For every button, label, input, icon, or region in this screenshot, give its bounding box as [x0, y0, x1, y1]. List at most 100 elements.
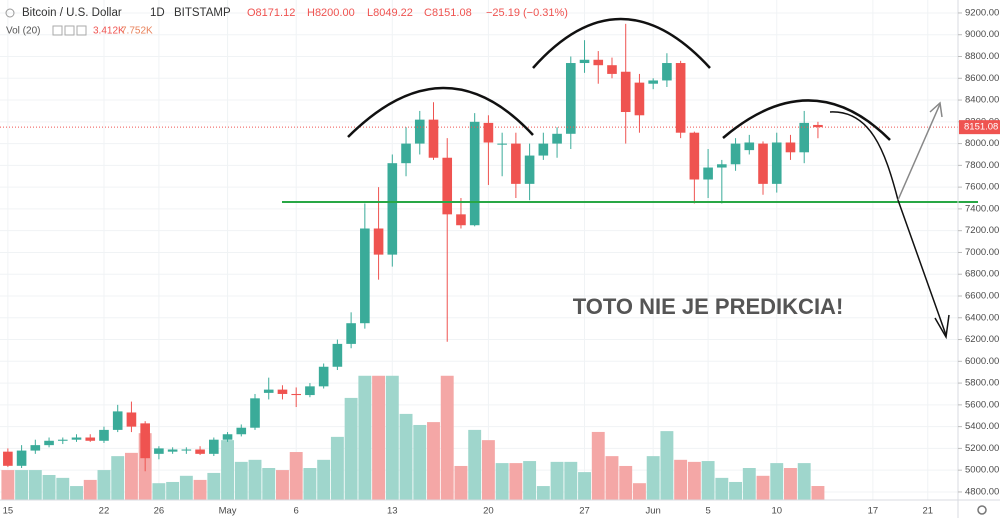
candle-body: [236, 427, 247, 435]
volume-bar: [784, 468, 797, 500]
settings-icon[interactable]: [977, 505, 987, 515]
y-tick-label: 7800.00: [965, 160, 999, 171]
exchange: BITSTAMP: [174, 7, 231, 19]
axes: 4800.00 5000.00 5200.00 5400.00 5600.00 5800.…: [3, 7, 1000, 517]
symbol: Bitcoin / U.S. Dollar: [22, 7, 122, 19]
volume-ma: 7.752K: [121, 26, 153, 37]
y-tick-label: 6000.00: [965, 356, 999, 367]
volume-bar: [234, 461, 248, 500]
ohlc-low: L8049.22: [367, 7, 413, 19]
volume-bar: [262, 468, 276, 500]
x-tick-label: May: [219, 506, 237, 517]
candle-body: [511, 143, 521, 184]
volume-bar: [591, 431, 605, 500]
volume-bar: [550, 461, 564, 500]
candle-body: [318, 366, 329, 387]
volume-last: 3.412K: [93, 26, 125, 37]
drawings: [347, 17, 891, 141]
candle-body: [648, 80, 658, 84]
volume-bar: [124, 452, 138, 500]
last-price-box: [959, 120, 1000, 135]
y-tick-label: 9200.00: [965, 7, 999, 18]
y-tick-label: 6200.00: [965, 334, 999, 345]
candle-body: [442, 157, 453, 215]
volume-bar: [193, 479, 207, 500]
volume-bar: [317, 459, 331, 500]
volume-bar: [97, 470, 111, 500]
volume-bar: [42, 474, 56, 500]
y-tick-label: 5800.00: [965, 378, 999, 389]
volume-bar: [221, 440, 234, 500]
volume-pane: [1, 375, 825, 500]
candle-body: [689, 132, 700, 180]
candle-body: [538, 143, 549, 156]
volume-bar: [83, 479, 97, 500]
volume-bar: [509, 463, 523, 500]
y-tick-label: 8400.00: [965, 95, 999, 106]
arrow: [897, 103, 941, 201]
volume-bar: [70, 486, 83, 500]
volume-title: Vol (20): [6, 26, 40, 37]
y-tick-label: 6800.00: [965, 269, 999, 280]
y-tick-label: 6600.00: [965, 291, 999, 302]
ohlc-close: C8151.08: [424, 7, 472, 19]
candle-body: [181, 449, 192, 451]
volume-bar: [166, 481, 180, 500]
arrow: [829, 111, 947, 336]
volume-bar: [632, 483, 646, 500]
x-tick-label: 6: [294, 506, 299, 517]
candle-body: [30, 445, 41, 451]
x-tick-label: Jun: [646, 506, 661, 517]
x-tick-label: 26: [154, 506, 165, 517]
volume-bar: [578, 472, 591, 500]
y-tick-label: 5400.00: [965, 421, 999, 432]
candle-body: [277, 389, 288, 394]
arrow-head: [934, 314, 950, 340]
volume-bar: [56, 477, 70, 500]
candle-body: [703, 167, 713, 180]
volume-bar: [15, 470, 29, 500]
candle-body: [634, 82, 645, 116]
icon: [5, 8, 15, 18]
annotation: TOTO NIE JE PREDIKCIA!: [573, 294, 844, 319]
volume-bar: [811, 486, 825, 500]
volume-bar: [687, 461, 701, 500]
volume-bar: [440, 375, 454, 500]
candle-body: [112, 411, 123, 430]
volume-bar: [1, 470, 15, 500]
volume-bar: [756, 475, 770, 500]
volume-bar: [28, 470, 42, 500]
volume-bar: [481, 440, 495, 500]
arc: [722, 99, 891, 141]
arc: [347, 86, 534, 138]
x-tick-label: 20: [483, 506, 494, 517]
icon[interactable]: [52, 25, 63, 36]
candle-body: [195, 449, 205, 454]
candle-body: [497, 143, 507, 145]
volume-bar: [797, 463, 811, 500]
x-tick-label: 10: [771, 506, 782, 517]
y-tick-label: 5600.00: [965, 399, 999, 410]
icon[interactable]: [64, 25, 75, 36]
candle-body: [401, 143, 411, 164]
volume-bar: [715, 477, 729, 500]
y-tick-label: 8600.00: [965, 73, 999, 84]
volume-bar: [276, 470, 289, 500]
y-tick-label: 8000.00: [965, 138, 999, 149]
candle-body: [44, 440, 54, 446]
volume-bar: [303, 468, 317, 500]
x-tick-label: 17: [868, 506, 879, 517]
candle-body: [360, 228, 370, 324]
candle-body: [552, 133, 562, 144]
volume-bar: [385, 375, 399, 500]
volume-bar: [495, 463, 509, 500]
candle-body: [373, 228, 384, 255]
candle-body: [744, 142, 755, 151]
x-tick-label: 13: [387, 506, 398, 517]
legend-header: Bitcoin / U.S. Dollar 1D BITSTAMP O8171.…: [5, 7, 568, 37]
last-price-label: 8151.08: [964, 122, 998, 133]
volume-bar: [523, 461, 537, 500]
icon[interactable]: [76, 25, 87, 36]
volume-bar: [427, 422, 440, 500]
candle-body: [250, 398, 260, 428]
